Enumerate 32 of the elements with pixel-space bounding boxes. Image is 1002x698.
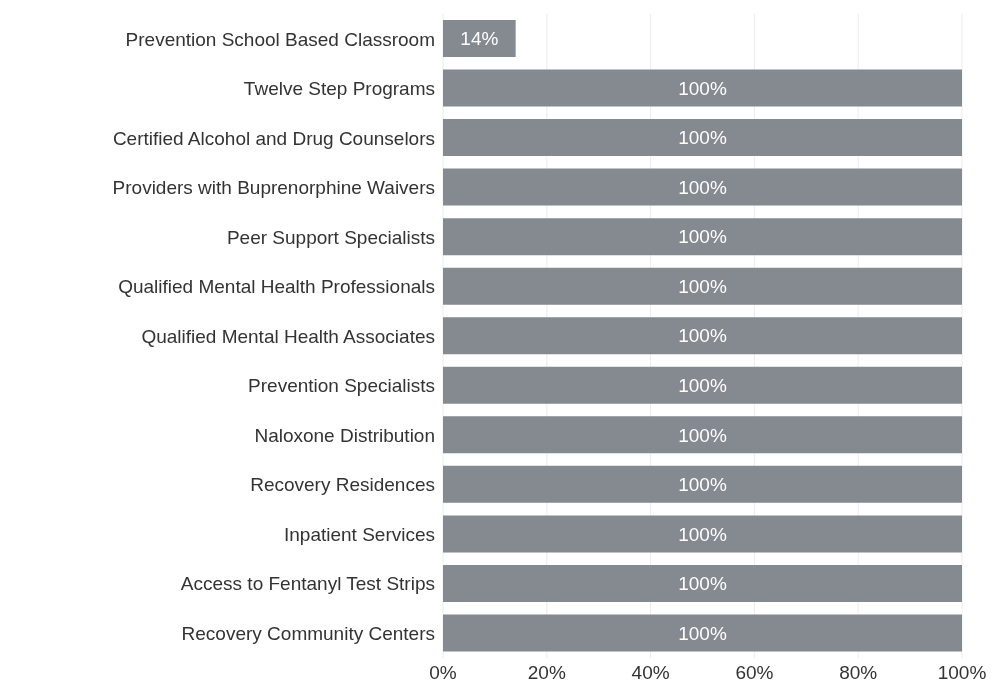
y-tick-label: Qualified Mental Health Professionals: [118, 276, 435, 298]
y-tick-label: Certified Alcohol and Drug Counselors: [112, 127, 435, 149]
y-tick-label: Naloxone Distribution: [254, 424, 435, 446]
y-tick-label: Prevention School Based Classroom: [125, 28, 435, 50]
data-label: 100%: [678, 275, 727, 297]
y-tick-label: Recovery Community Centers: [181, 622, 435, 644]
y-tick-label: Twelve Step Programs: [243, 78, 435, 100]
x-tick-label: 80%: [839, 662, 878, 684]
x-tick-label: 40%: [631, 662, 670, 684]
y-tick-label: Prevention Specialists: [248, 375, 435, 397]
data-label: 100%: [678, 77, 727, 99]
data-label: 100%: [678, 226, 727, 248]
y-tick-label: Inpatient Services: [283, 523, 435, 545]
data-label: 14%: [460, 28, 499, 50]
data-label: 100%: [678, 474, 727, 496]
x-tick-label: 60%: [735, 662, 774, 684]
x-tick-label: 0%: [429, 662, 457, 684]
y-tick-label: Qualified Mental Health Associates: [141, 325, 435, 347]
data-label: 100%: [678, 573, 727, 595]
data-label: 100%: [678, 424, 727, 446]
x-tick-label: 100%: [937, 662, 987, 684]
data-label: 100%: [678, 375, 727, 397]
data-label: 100%: [678, 622, 727, 644]
data-label: 100%: [678, 325, 727, 347]
x-tick-label: 20%: [527, 662, 566, 684]
y-tick-label: Access to Fentanyl Test Strips: [180, 573, 435, 595]
data-label: 100%: [678, 127, 727, 149]
y-tick-label: Peer Support Specialists: [226, 226, 435, 248]
y-tick-label: Recovery Residences: [250, 474, 435, 496]
data-label: 100%: [678, 176, 727, 198]
data-label: 100%: [678, 523, 727, 545]
y-tick-label: Providers with Buprenorphine Waivers: [112, 177, 435, 199]
